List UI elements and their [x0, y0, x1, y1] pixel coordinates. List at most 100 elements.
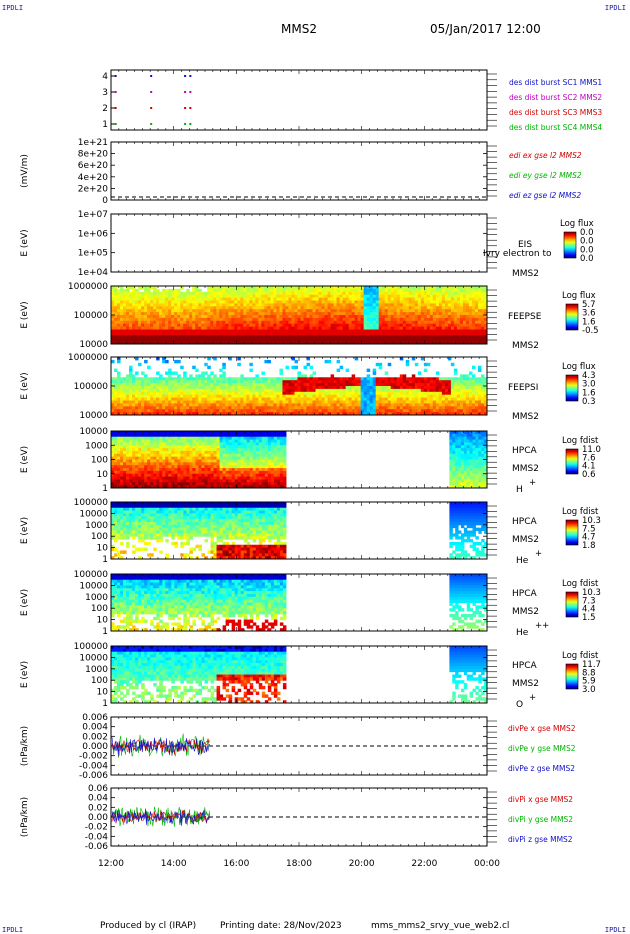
- heatmap-cell: [324, 315, 329, 319]
- heatmap-cell: [192, 386, 196, 390]
- heatmap-cell: [465, 323, 470, 328]
- heatmap-cell: [156, 297, 160, 301]
- heatmap-cell: [483, 341, 488, 345]
- heatmap-cell: [312, 291, 317, 296]
- heatmap-cell: [120, 326, 124, 330]
- heatmap-cell: [387, 412, 392, 416]
- heatmap-cell: [228, 403, 232, 407]
- heatmap-cell: [315, 383, 320, 387]
- heatmap-cell: [279, 297, 283, 301]
- heatmap-cell: [195, 326, 199, 330]
- heatmap-cell: [135, 315, 139, 319]
- heatmap-cell: [411, 300, 416, 304]
- heatmap-cell: [285, 294, 289, 299]
- heatmap-cell: [402, 286, 407, 290]
- heatmap-cell: [363, 286, 368, 290]
- heatmap-cell: [426, 297, 431, 301]
- heatmap-cell: [414, 406, 419, 410]
- heatmap-cell: [426, 394, 431, 399]
- heatmap-cell: [447, 303, 452, 307]
- heatmap-cell: [177, 315, 181, 319]
- heatmap-cell: [402, 312, 407, 316]
- heatmap-cell: [477, 403, 482, 407]
- heatmap-cell: [186, 341, 190, 345]
- heatmap-cell: [393, 403, 398, 407]
- heatmap-cell: [402, 297, 407, 301]
- heatmap-cell: [255, 320, 259, 325]
- heatmap-cell: [318, 377, 323, 381]
- heatmap-cell: [438, 286, 443, 290]
- heatmap-cell: [435, 403, 440, 407]
- heatmap-cell: [474, 315, 479, 319]
- heatmap-cell: [243, 386, 247, 390]
- heatmap-cell: [420, 309, 425, 313]
- heatmap-cell: [429, 403, 434, 407]
- heatmap-cell: [126, 377, 130, 381]
- heatmap-cell: [270, 306, 274, 310]
- heatmap-cell: [243, 326, 247, 330]
- heatmap-cell: [204, 388, 208, 393]
- heatmap-cell: [468, 409, 473, 413]
- heatmap-cell: [396, 341, 401, 345]
- heatmap-cell: [156, 391, 160, 396]
- heatmap-cell: [354, 409, 359, 413]
- heatmap-cell: [159, 303, 163, 307]
- heatmap-cell: [180, 409, 184, 413]
- heatmap-cell: [123, 436, 127, 441]
- heatmap-cell: [450, 362, 455, 367]
- heatmap-cell: [180, 388, 184, 393]
- heatmap-cell: [396, 291, 401, 296]
- heatmap-cell: [294, 291, 298, 296]
- heatmap-cell: [444, 288, 449, 293]
- heatmap-cell: [288, 288, 292, 293]
- heatmap-cell: [444, 406, 449, 410]
- heatmap-cell: [402, 300, 407, 304]
- heatmap-cell: [189, 403, 193, 407]
- heatmap-cell: [438, 394, 443, 399]
- heatmap-cell: [336, 312, 341, 316]
- heatmap-cell: [189, 332, 193, 336]
- heatmap-cell: [267, 409, 271, 413]
- heatmap-cell: [351, 374, 356, 378]
- heatmap-cell: [342, 338, 347, 342]
- heatmap-cell: [399, 300, 404, 304]
- heatmap-cell: [444, 315, 449, 319]
- heatmap-cell: [465, 288, 470, 293]
- heatmap-cell: [111, 479, 115, 483]
- heatmap-cell: [327, 332, 332, 336]
- heatmap-cell: [228, 320, 232, 325]
- heatmap-cell: [441, 297, 446, 301]
- heatmap-cell: [417, 412, 422, 416]
- heatmap-cell: [165, 412, 169, 416]
- heatmap-cell: [249, 291, 253, 296]
- heatmap-cell: [339, 297, 344, 301]
- heatmap-cell: [408, 341, 413, 345]
- heatmap-cell: [453, 288, 458, 293]
- heatmap-cell: [114, 436, 118, 441]
- heatmap-cell: [471, 386, 476, 390]
- heatmap-cell: [324, 335, 329, 339]
- heatmap-cell: [480, 303, 485, 307]
- heatmap-cell: [294, 294, 298, 299]
- heatmap-cell: [237, 312, 241, 316]
- heatmap-cell: [468, 326, 473, 330]
- heatmap-cell: [438, 391, 443, 396]
- heatmap-cell: [411, 323, 416, 328]
- heatmap-cell: [120, 412, 124, 416]
- heatmap-cell: [234, 326, 238, 330]
- heatmap-cell: [279, 380, 283, 384]
- heatmap-cell: [129, 371, 133, 375]
- heatmap-cell: [462, 288, 467, 293]
- heatmap-cell: [261, 391, 265, 396]
- heatmap-cell: [315, 391, 320, 396]
- heatmap-cell: [141, 332, 145, 336]
- heatmap-cell: [429, 294, 434, 299]
- heatmap-cell: [153, 403, 157, 407]
- heatmap-cell: [246, 341, 250, 345]
- heatmap-cell: [147, 300, 151, 304]
- heatmap-cell: [384, 329, 389, 333]
- heatmap-cell: [141, 326, 145, 330]
- heatmap-cell: [288, 383, 292, 387]
- heatmap-cell: [174, 294, 178, 299]
- heatmap-cell: [249, 338, 253, 342]
